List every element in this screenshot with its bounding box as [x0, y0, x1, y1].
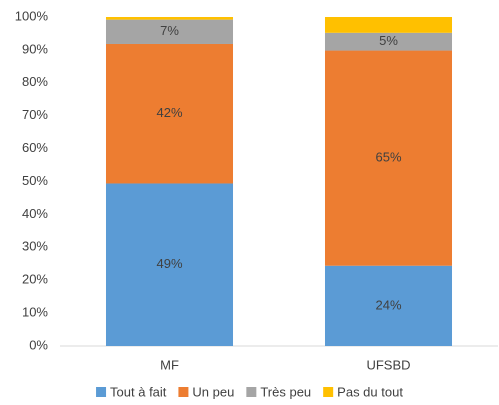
bar-segment: [324, 50, 453, 266]
legend-label: Très peu: [260, 384, 311, 399]
legend-swatch: [96, 387, 107, 397]
x-tick-label: UFSBD: [366, 357, 410, 372]
y-tick-label: 40%: [22, 206, 48, 221]
legend-label: Tout à fait: [110, 384, 167, 399]
y-tick-label: 90%: [22, 41, 48, 56]
bar-segment: [105, 43, 234, 184]
y-tick-label: 80%: [22, 74, 48, 89]
data-label: 5%: [379, 33, 398, 48]
bar-segment: [105, 183, 234, 346]
data-label: 24%: [375, 297, 401, 312]
legend-label: Un peu: [192, 384, 234, 399]
bar-segment: [105, 17, 234, 20]
x-tick-label: MF: [160, 357, 179, 372]
bar-segment: [105, 19, 234, 44]
bar-segment: [324, 265, 453, 346]
y-tick-label: 60%: [22, 140, 48, 155]
bar-segment: [324, 32, 453, 51]
y-tick-label: 20%: [22, 272, 48, 287]
y-tick-label: 10%: [22, 305, 48, 320]
y-tick-label: 100%: [15, 8, 49, 23]
y-tick-label: 70%: [22, 107, 48, 122]
legend-swatch: [246, 387, 257, 397]
data-label: 7%: [160, 23, 179, 38]
y-tick-label: 30%: [22, 239, 48, 254]
bar-segment: [324, 17, 453, 33]
legend-swatch: [323, 387, 334, 397]
y-tick-label: 50%: [22, 173, 48, 188]
y-tick-label: 0%: [29, 337, 48, 352]
data-label: 42%: [156, 105, 182, 120]
data-label: 65%: [375, 150, 401, 165]
legend-swatch: [178, 387, 189, 397]
legend-label: Pas du tout: [337, 384, 403, 399]
data-label: 49%: [156, 256, 182, 271]
